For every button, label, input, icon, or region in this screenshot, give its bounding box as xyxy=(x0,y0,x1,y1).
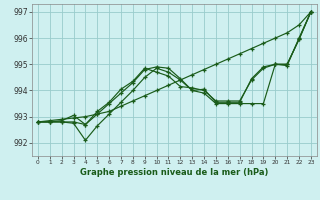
X-axis label: Graphe pression niveau de la mer (hPa): Graphe pression niveau de la mer (hPa) xyxy=(80,168,268,177)
